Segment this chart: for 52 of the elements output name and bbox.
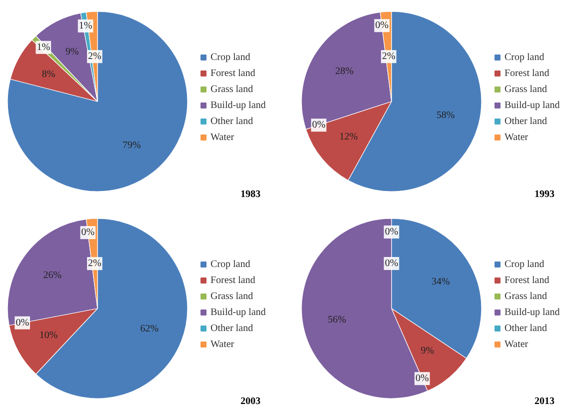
legend-label: Crop land	[504, 52, 544, 63]
text: 0%	[384, 258, 398, 269]
legend-label: Water	[504, 132, 529, 143]
legend-label: Forest land	[504, 275, 550, 286]
data-label: 28%	[335, 66, 354, 78]
legend-label: Forest land	[210, 275, 256, 286]
data-label: 1%	[36, 42, 50, 53]
data-label: 12%	[339, 132, 358, 143]
data-label: 9%	[66, 46, 79, 58]
data-label: 2%	[88, 51, 102, 62]
data-label: 2%	[88, 258, 102, 270]
legend-label: Crop land	[504, 259, 544, 270]
text: 0%	[312, 120, 326, 131]
data-label: 2%	[382, 51, 396, 62]
text: 0%	[384, 226, 398, 238]
legend-label: Other land	[210, 323, 253, 334]
text: 0%	[81, 227, 95, 238]
data-label: 26%	[43, 270, 62, 282]
data-label: 8%	[42, 69, 56, 80]
legend-label: Other land	[504, 323, 547, 334]
legend-label: Build-up land	[210, 100, 266, 111]
legend-label: Other land	[504, 116, 547, 127]
legend-label: Other land	[210, 116, 253, 127]
data-label: 58%	[436, 110, 455, 121]
data-label: 10%	[39, 330, 58, 341]
data-label: 9%	[420, 346, 434, 357]
legend-label: Water	[210, 339, 235, 350]
text: 0%	[16, 317, 30, 328]
data-label: 56%	[328, 314, 346, 326]
legend-label: Forest land	[504, 68, 550, 79]
legend-label: Water	[504, 339, 529, 350]
legend-label: Build-up land	[504, 307, 560, 318]
data-label: 62%	[140, 324, 159, 335]
data-label: 79%	[122, 140, 141, 152]
text: 1993	[534, 189, 554, 200]
text: 1983	[240, 189, 260, 200]
text: 2013	[534, 396, 554, 407]
legend-label: Grass land	[210, 84, 253, 95]
legend-label: Water	[210, 132, 235, 143]
legend-label: Build-up land	[210, 307, 266, 318]
data-label: 1%	[78, 20, 92, 32]
legend-label: Grass land	[210, 291, 253, 302]
legend-label: Crop land	[210, 52, 250, 63]
text: 0%	[416, 373, 429, 384]
legend-label: Forest land	[210, 68, 256, 79]
data-label: 34%	[432, 276, 450, 288]
legend-label: Build-up land	[504, 100, 560, 111]
legend-label: Grass land	[504, 291, 547, 302]
text: 2003	[240, 396, 260, 407]
legend-label: Grass land	[504, 84, 547, 95]
legend-label: Crop land	[210, 259, 250, 270]
text: 0%	[375, 20, 389, 32]
